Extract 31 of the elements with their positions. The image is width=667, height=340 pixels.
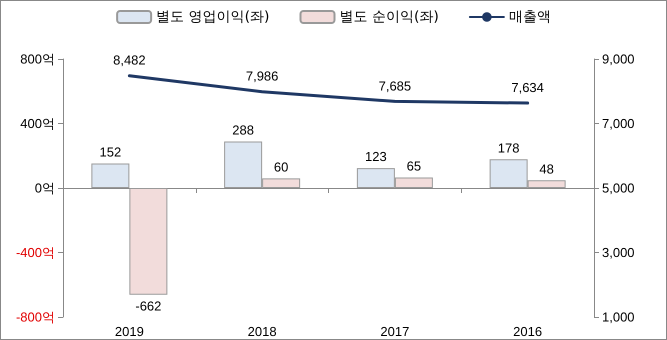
- y-tick-label: 800억: [20, 52, 55, 66]
- data-label: -662: [135, 298, 162, 314]
- data-label: 60: [274, 159, 288, 174]
- data-label: 48: [539, 161, 554, 176]
- y2-tick-label: 7,000: [602, 116, 635, 131]
- x-tick-label: 2018: [248, 324, 277, 339]
- y2-tick-label: 9,000: [602, 52, 635, 66]
- y-tick-label: 400억: [20, 116, 55, 131]
- y-tick-label: -800억: [16, 310, 55, 324]
- y2-tick-label: 1,000: [602, 310, 635, 324]
- bar: [129, 188, 168, 295]
- data-label: 152: [100, 144, 122, 160]
- data-label: 8,482: [113, 52, 146, 68]
- x-tick-label: 2016: [513, 324, 542, 339]
- bar: [91, 163, 130, 188]
- y2-tick-label: 3,000: [602, 245, 635, 260]
- data-label: 178: [498, 140, 520, 156]
- x-tick-label: 2019: [114, 324, 144, 339]
- y2-tick-label: 5,000: [602, 180, 635, 196]
- y-tick-label: 0억: [34, 180, 55, 196]
- legend-label: 별도 영업이익(좌): [156, 9, 270, 25]
- data-label: 288: [232, 122, 254, 138]
- data-label: 7,685: [378, 78, 412, 94]
- data-label: 7,634: [511, 80, 544, 96]
- legend-label: 별도 순이익(좌): [340, 9, 439, 25]
- data-label: 7,986: [246, 68, 278, 84]
- data-label: 123: [365, 149, 387, 164]
- y-tick-label: -400억: [16, 245, 55, 260]
- legend-label: 매출액: [508, 9, 551, 25]
- x-tick-label: 2017: [380, 324, 410, 339]
- data-label: 65: [406, 158, 422, 174]
